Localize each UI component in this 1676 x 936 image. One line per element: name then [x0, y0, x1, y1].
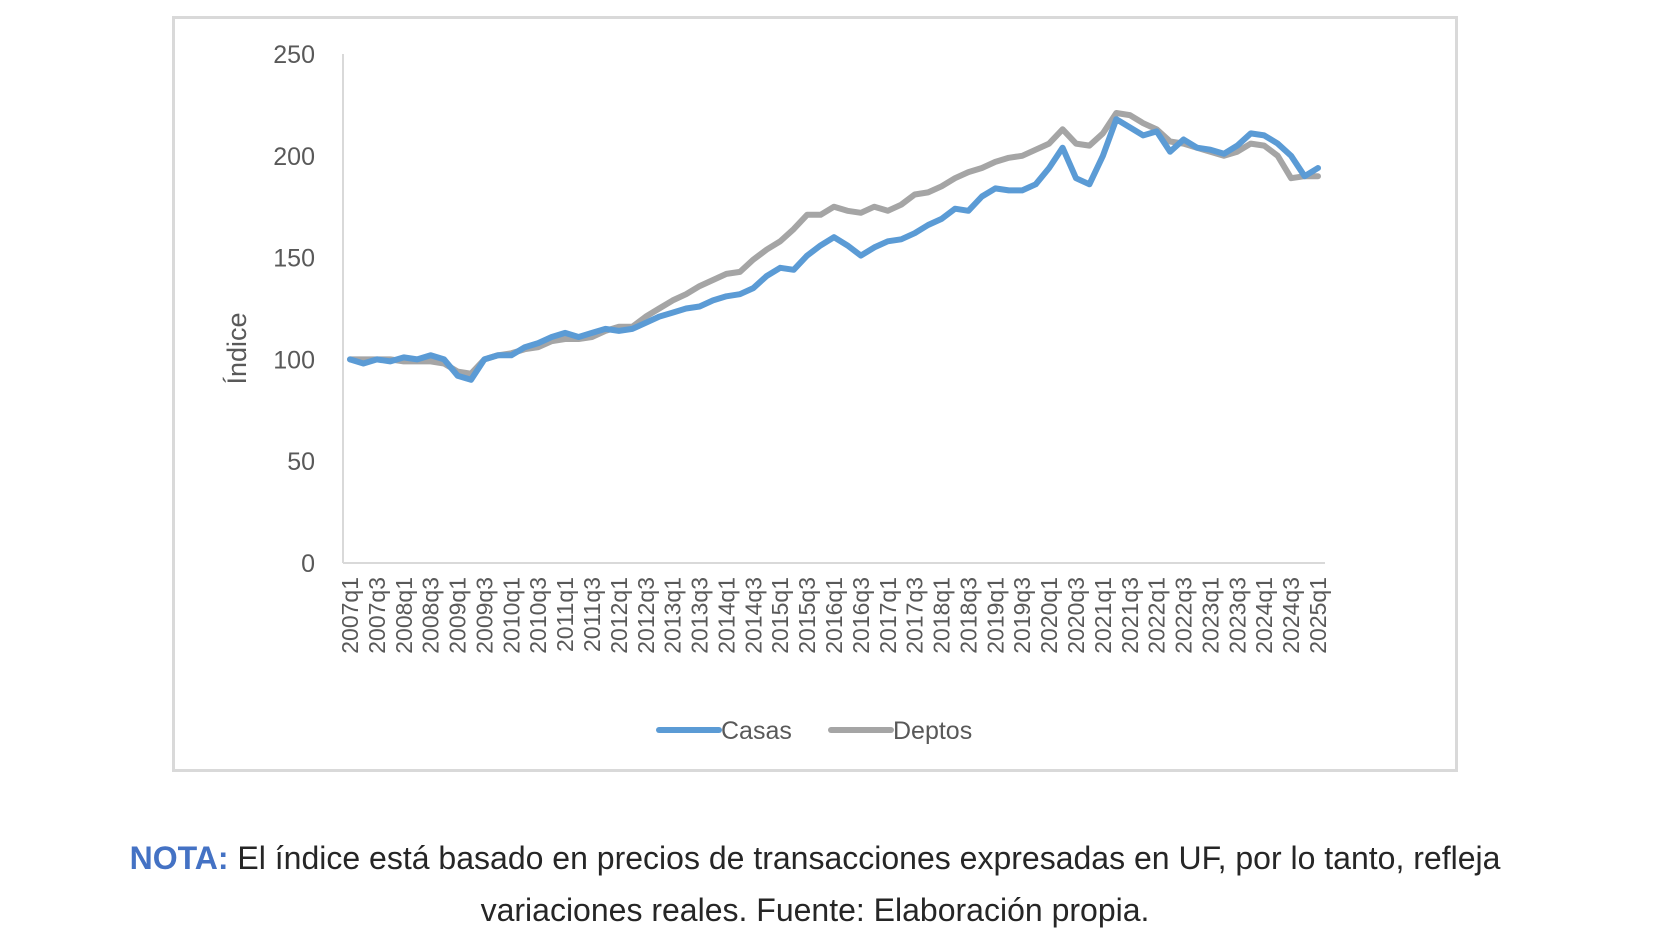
x-tick-label: 2012q3 — [633, 577, 659, 654]
x-tick-label: 2010q1 — [498, 577, 524, 654]
legend-label-casas: Casas — [721, 717, 792, 745]
x-tick-label: 2021q3 — [1117, 577, 1143, 654]
x-tick-label: 2009q1 — [445, 577, 471, 654]
x-tick-label: 2014q1 — [713, 577, 739, 654]
note-label: NOTA: — [129, 840, 229, 876]
x-tick-label: 2017q3 — [902, 577, 928, 654]
x-tick-label: 2010q3 — [525, 577, 551, 654]
chart-frame: Índice 0 50 100 150 200 250 2007q1 2007q3 2008q1… — [172, 16, 1458, 772]
series-line-casas — [347, 116, 1321, 383]
x-tick-label: 2025q1 — [1305, 577, 1331, 654]
x-tick-label: 2019q3 — [1009, 577, 1035, 654]
x-tick-label: 2023q1 — [1197, 577, 1223, 654]
x-tick-label: 2018q3 — [955, 577, 981, 654]
x-tick-label: 2014q3 — [740, 577, 766, 654]
x-tick-label: 2022q1 — [1144, 577, 1170, 654]
y-tick-label: 200 — [273, 143, 315, 171]
x-tick-label: 2012q1 — [606, 577, 632, 654]
x-tick-label: 2007q1 — [337, 577, 363, 654]
y-tick-label: 150 — [273, 245, 315, 273]
x-tick-label: 2022q3 — [1171, 577, 1197, 654]
x-tick-label: 2024q1 — [1251, 577, 1277, 654]
x-tick-label: 2009q3 — [471, 577, 497, 654]
y-tick-label: 100 — [273, 346, 315, 374]
x-tick-label: 2011q1 — [552, 577, 578, 652]
x-tick-label: 2017q1 — [875, 577, 901, 654]
x-tick-label: 2011q3 — [579, 577, 605, 652]
x-tick-label: 2013q1 — [660, 577, 686, 654]
x-tick-label: 2020q3 — [1063, 577, 1089, 654]
x-tick-label: 2019q1 — [982, 577, 1008, 654]
x-tick-label: 2007q3 — [364, 577, 390, 654]
line-chart: Índice 0 50 100 150 200 250 2007q1 2007q3 2008q1… — [222, 41, 1331, 745]
x-tick-label: 2015q3 — [794, 577, 820, 654]
legend-label-deptos: Deptos — [893, 717, 972, 745]
y-tick-label: 250 — [273, 41, 315, 69]
x-tick-label: 2020q1 — [1036, 577, 1062, 654]
x-tick-label: 2018q1 — [929, 577, 955, 654]
y-tick-label: 0 — [301, 550, 315, 578]
x-tick-label: 2023q3 — [1224, 577, 1250, 654]
x-tick-label: 2013q3 — [687, 577, 713, 654]
note-text: El índice está basado en precios de tran… — [228, 840, 1501, 928]
figure-note: NOTA: El índice está basado en precios d… — [60, 832, 1570, 936]
x-tick-label: 2021q1 — [1090, 577, 1116, 654]
x-tick-label: 2016q1 — [821, 577, 847, 654]
x-tick-label: 2016q3 — [848, 577, 874, 654]
x-tick-label: 2015q1 — [767, 577, 793, 654]
x-tick-label: 2024q3 — [1278, 577, 1304, 654]
y-tick-label: 50 — [287, 448, 315, 476]
x-tick-label: 2008q3 — [418, 577, 444, 654]
x-tick-label: 2008q1 — [391, 577, 417, 654]
y-axis-title: Índice — [222, 312, 252, 384]
